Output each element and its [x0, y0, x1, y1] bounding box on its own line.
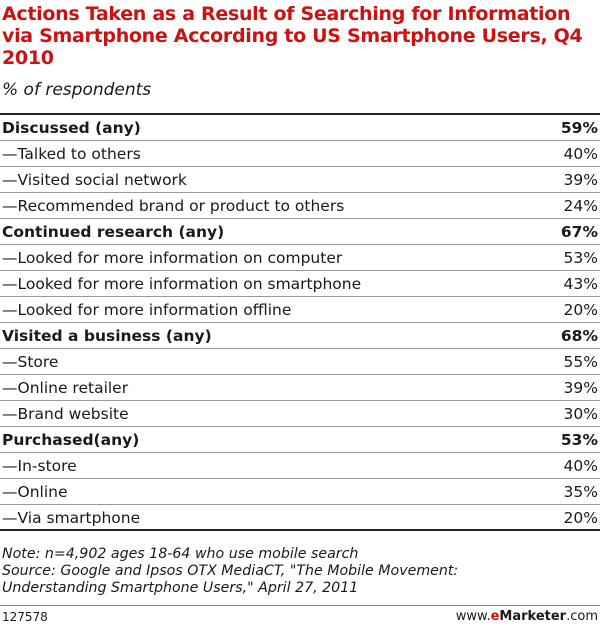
chart-subtitle: % of respondents	[2, 80, 152, 100]
row-label: —Online	[2, 483, 68, 501]
table-group-row: Purchased(any) 53%	[0, 427, 600, 453]
table-row: —Online retailer 39%	[0, 375, 600, 401]
source-text-line-2: Understanding Smartphone Users," April 2…	[2, 580, 359, 596]
notes-block: Note: n=4,902 ages 18-64 who use mobile …	[2, 546, 598, 597]
chart-title: Actions Taken as a Result of Searching f…	[2, 3, 583, 69]
row-label: —Store	[2, 353, 59, 371]
row-label: —Online retailer	[2, 379, 129, 397]
row-label: —Looked for more information on smartpho…	[2, 275, 362, 293]
row-value: 53%	[563, 249, 598, 267]
table-row: —Looked for more information on smartpho…	[0, 271, 600, 297]
row-value: 20%	[563, 301, 598, 319]
row-value: 68%	[560, 327, 598, 345]
table-row: —Talked to others 40%	[0, 141, 600, 167]
row-label: —Talked to others	[2, 145, 141, 163]
note-text: Note: n=4,902 ages 18-64 who use mobile …	[2, 546, 359, 562]
footer: 127578 www.eMarketer.com	[0, 605, 600, 629]
table-row: —Brand website 30%	[0, 401, 600, 427]
row-value: 39%	[563, 171, 598, 189]
emarketer-logo[interactable]: www.eMarketer.com	[456, 609, 598, 625]
table-row: —Recommended brand or product to others 2…	[0, 193, 600, 219]
table-row: —Store 55%	[0, 349, 600, 375]
row-label: —In-store	[2, 457, 77, 475]
row-value: 53%	[560, 431, 598, 449]
chart-id: 127578	[2, 610, 48, 624]
table-group-row: Discussed (any) 59%	[0, 115, 600, 141]
brand-prefix: www.	[455, 609, 491, 624]
row-label: Continued research (any)	[2, 223, 225, 241]
row-value: 67%	[560, 223, 598, 241]
row-label: Visited a business (any)	[2, 327, 212, 345]
table-row: —Online 35%	[0, 479, 600, 505]
row-value: 24%	[563, 197, 598, 215]
brand-suffix: .com	[566, 609, 598, 624]
source-text-line-1: Source: Google and Ipsos OTX MediaCT, "T…	[2, 563, 459, 579]
table-row: —Looked for more information offline 20%	[0, 297, 600, 323]
row-value: 55%	[563, 353, 598, 371]
row-label: —Looked for more information on computer	[2, 249, 343, 267]
table-group-row: Continued research (any) 67%	[0, 219, 600, 245]
row-value: 35%	[563, 483, 598, 501]
row-value: 59%	[560, 119, 598, 137]
row-value: 20%	[563, 509, 598, 527]
brand-name: Marketer	[499, 609, 567, 624]
row-label: Purchased(any)	[2, 431, 140, 449]
brand-e: e	[490, 609, 500, 624]
row-value: 40%	[563, 145, 598, 163]
table-row: —In-store 40%	[0, 453, 600, 479]
row-label: —Looked for more information offline	[2, 301, 292, 319]
row-label: —Via smartphone	[2, 509, 141, 527]
table-row: —Looked for more information on computer…	[0, 245, 600, 271]
row-label: Discussed (any)	[2, 119, 141, 137]
data-table: Discussed (any) 59% —Talked to others 40% —V…	[0, 113, 600, 531]
row-value: 43%	[563, 275, 598, 293]
table-row: —Visited social network 39%	[0, 167, 600, 193]
row-label: —Brand website	[2, 405, 129, 423]
row-label: —Visited social network	[2, 171, 187, 189]
row-value: 40%	[563, 457, 598, 475]
table-row: —Via smartphone 20%	[0, 505, 600, 531]
row-label: —Recommended brand or product to others	[2, 197, 345, 215]
row-value: 30%	[563, 405, 598, 423]
table-group-row: Visited a business (any) 68%	[0, 323, 600, 349]
row-value: 39%	[563, 379, 598, 397]
